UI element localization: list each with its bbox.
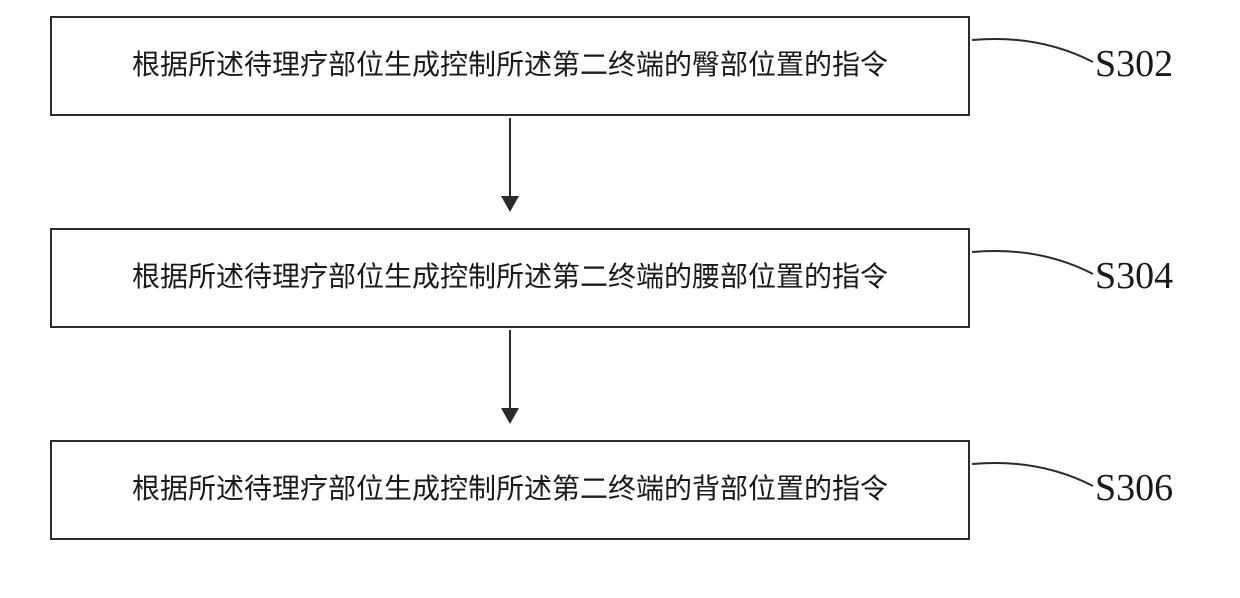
step-label-s304: S304 [1095, 254, 1173, 298]
step-text-s306: 根据所述待理疗部位生成控制所述第二终端的背部位置的指令 [132, 471, 888, 509]
step-label-s302: S302 [1095, 42, 1173, 86]
step-text-s304: 根据所述待理疗部位生成控制所述第二终端的腰部位置的指令 [132, 259, 888, 297]
connector-line [509, 330, 511, 408]
bracket-s302 [970, 30, 1095, 92]
bracket-s306 [970, 454, 1095, 516]
bracket-s304 [970, 242, 1095, 304]
step-label-s306: S306 [1095, 466, 1173, 510]
connector-line [509, 118, 511, 196]
step-box-s306: 根据所述待理疗部位生成控制所述第二终端的背部位置的指令 [50, 440, 970, 540]
arrow-down-icon [501, 408, 519, 424]
step-text-s302: 根据所述待理疗部位生成控制所述第二终端的臀部位置的指令 [132, 47, 888, 85]
connector-s302-s304 [501, 118, 519, 212]
step-box-s304: 根据所述待理疗部位生成控制所述第二终端的腰部位置的指令 [50, 228, 970, 328]
step-box-s302: 根据所述待理疗部位生成控制所述第二终端的臀部位置的指令 [50, 16, 970, 116]
flowchart-canvas: 根据所述待理疗部位生成控制所述第二终端的臀部位置的指令 S302 根据所述待理疗… [0, 0, 1240, 598]
arrow-down-icon [501, 196, 519, 212]
connector-s304-s306 [501, 330, 519, 424]
